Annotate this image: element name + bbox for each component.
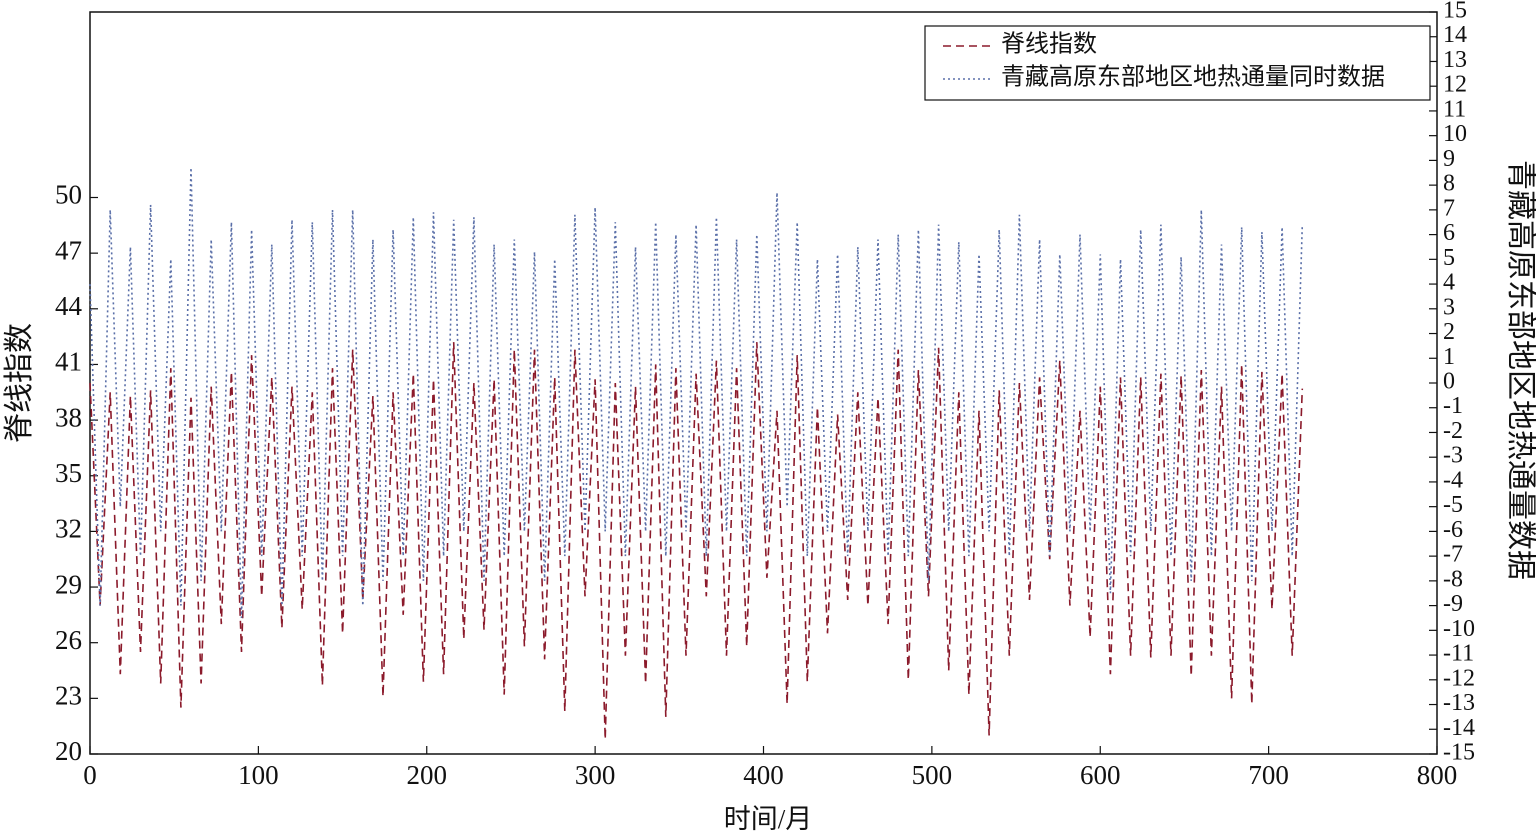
y2-tick-label: 14: [1443, 22, 1467, 48]
x-tick-label: 200: [407, 760, 448, 790]
y-tick-label: 35: [55, 458, 82, 488]
y2-tick-label: 1: [1443, 344, 1455, 370]
x-tick-label: 700: [1248, 760, 1289, 790]
x-tick-label: 600: [1080, 760, 1121, 790]
y2-tick-label: -2: [1443, 418, 1463, 444]
y2-tick-label: -11: [1443, 641, 1474, 667]
y2-tick-label: 0: [1443, 369, 1455, 395]
y2-tick-label: 8: [1443, 171, 1455, 197]
y-tick-label: 26: [55, 625, 82, 655]
y2-tick-label: 7: [1443, 195, 1455, 221]
y-tick-label: 32: [55, 514, 82, 544]
x-tick-label: 100: [238, 760, 279, 790]
legend-label: 脊线指数: [1001, 31, 1097, 58]
y-tick-label: 41: [55, 347, 82, 377]
y2-tick-label: 12: [1443, 72, 1467, 98]
y2-tick-label: 6: [1443, 220, 1455, 246]
series-line: [89, 342, 1304, 740]
y2-tick-label: 3: [1443, 294, 1455, 320]
y2-tick-label: 5: [1443, 245, 1455, 271]
y-tick-label: 47: [55, 235, 82, 265]
x-tick-label: 800: [1417, 760, 1458, 790]
y-axis-label: 脊线指数: [3, 323, 36, 443]
y2-tick-label: -1: [1443, 393, 1463, 419]
y2-axis-label: 青藏高原东部地区地热通量数据: [1504, 160, 1536, 580]
y2-tick-label: -5: [1443, 492, 1463, 518]
x-tick-label: 400: [743, 760, 784, 790]
y2-tick-label: -15: [1443, 740, 1475, 766]
y2-tick-label: 15: [1443, 0, 1467, 24]
y2-tick-label: 9: [1443, 146, 1455, 172]
y2-tick-label: -4: [1443, 467, 1463, 493]
y-tick-label: 23: [55, 681, 82, 711]
y-tick-label: 20: [55, 736, 82, 766]
y-tick-label: 50: [55, 180, 82, 210]
series-line: [89, 167, 1304, 619]
x-axis-label: 时间/月: [724, 804, 813, 834]
y2-tick-label: 11: [1443, 96, 1466, 122]
y2-tick-label: -7: [1443, 542, 1463, 568]
y2-tick-label: -6: [1443, 517, 1463, 543]
y2-tick-label: -3: [1443, 443, 1463, 469]
plot-frame: [89, 11, 1438, 755]
y-tick-label: 29: [55, 569, 82, 599]
y2-tick-label: -10: [1443, 616, 1475, 642]
y2-tick-label: 4: [1443, 270, 1455, 296]
x-tick-label: 0: [83, 760, 97, 790]
y2-tick-label: 13: [1443, 47, 1467, 73]
x-tick-label: 500: [912, 760, 953, 790]
x-tick-label: 300: [575, 760, 616, 790]
y2-tick-label: 2: [1443, 319, 1455, 345]
y2-tick-label: -12: [1443, 665, 1475, 691]
legend-label: 青藏高原东部地区地热通量同时数据: [1001, 64, 1385, 91]
legend-box: [924, 25, 1431, 101]
y-tick-label: 44: [55, 291, 83, 321]
y-tick-label: 38: [55, 402, 82, 432]
y2-tick-label: -8: [1443, 566, 1463, 592]
y2-tick-label: -14: [1443, 715, 1475, 741]
y2-tick-label: 10: [1443, 121, 1467, 147]
y2-tick-label: -13: [1443, 690, 1475, 716]
y2-tick-label: -9: [1443, 591, 1463, 617]
